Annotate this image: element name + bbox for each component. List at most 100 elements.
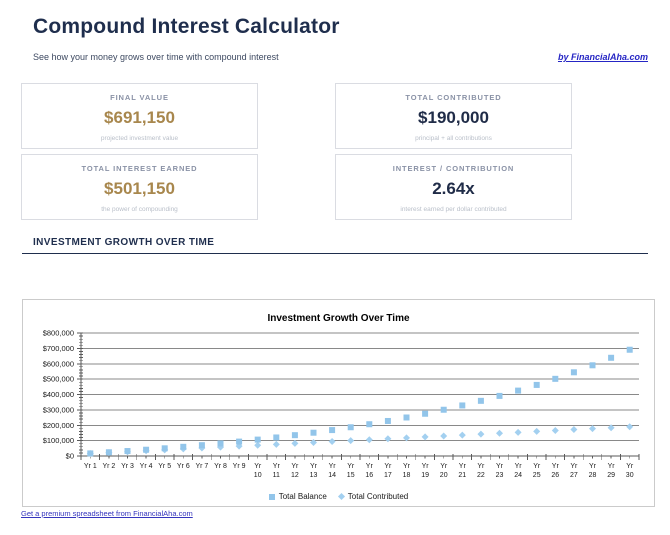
data-point	[384, 417, 391, 424]
svg-text:18: 18	[403, 472, 411, 479]
svg-text:Yr: Yr	[291, 463, 299, 470]
svg-text:$200,000: $200,000	[43, 421, 74, 430]
card-interest-contribution-ratio: INTEREST / CONTRIBUTION 2.64x interest e…	[335, 154, 572, 220]
data-point	[403, 414, 410, 421]
card-value: $691,150	[104, 108, 175, 127]
total-contributed-marker-icon	[337, 492, 345, 501]
svg-text:Yr: Yr	[273, 463, 281, 470]
card-value: 2.64x	[432, 179, 475, 198]
card-total-interest-earned: TOTAL INTEREST EARNED $501,150 the power…	[21, 154, 258, 220]
data-point	[422, 410, 429, 417]
legend-label: Total Balance	[278, 492, 327, 501]
data-point	[477, 397, 484, 404]
svg-text:14: 14	[328, 472, 336, 479]
data-point	[551, 426, 559, 434]
data-point	[347, 437, 355, 445]
svg-text:$0: $0	[66, 452, 74, 461]
svg-text:$500,000: $500,000	[43, 375, 74, 384]
data-point	[365, 436, 373, 444]
total-balance-marker-icon	[268, 493, 275, 500]
legend-item-total-contributed: Total Contributed	[337, 492, 409, 501]
svg-text:Yr: Yr	[626, 463, 634, 470]
svg-text:19: 19	[421, 472, 429, 479]
data-point	[514, 428, 522, 436]
data-point	[421, 433, 429, 441]
svg-text:Yr: Yr	[366, 463, 374, 470]
card-label: FINAL VALUE	[110, 93, 169, 102]
data-point	[198, 442, 205, 449]
data-point	[272, 440, 280, 448]
svg-text:13: 13	[310, 472, 318, 479]
data-point	[310, 429, 317, 436]
data-point	[570, 369, 577, 376]
data-point	[180, 443, 187, 450]
svg-text:30: 30	[626, 472, 634, 479]
svg-text:Yr: Yr	[477, 463, 485, 470]
data-point	[533, 381, 540, 388]
page-subtitle: See how your money grows over time with …	[33, 52, 279, 62]
svg-text:Yr 9: Yr 9	[233, 463, 246, 470]
svg-text:29: 29	[607, 472, 615, 479]
svg-text:Yr 1: Yr 1	[84, 463, 97, 470]
data-point	[236, 438, 243, 445]
data-point	[105, 449, 112, 456]
data-point	[87, 450, 94, 457]
summary-cards: FINAL VALUE $691,150 projected investmen…	[21, 83, 572, 220]
data-point	[626, 346, 633, 353]
svg-text:21: 21	[458, 472, 466, 479]
data-point	[552, 375, 559, 382]
svg-text:Yr: Yr	[329, 463, 337, 470]
data-point	[291, 432, 298, 439]
legend-label: Total Contributed	[347, 492, 409, 501]
data-point	[477, 430, 485, 438]
svg-text:$600,000: $600,000	[43, 359, 74, 368]
legend-item-total-balance: Total Balance	[268, 492, 327, 501]
svg-text:$100,000: $100,000	[43, 436, 74, 445]
svg-text:26: 26	[551, 472, 559, 479]
data-point	[124, 448, 131, 455]
svg-text:$400,000: $400,000	[43, 390, 74, 399]
page-title: Compound Interest Calculator	[33, 15, 340, 38]
data-point	[403, 434, 410, 442]
svg-text:12: 12	[291, 472, 299, 479]
svg-text:22: 22	[477, 472, 485, 479]
data-point	[626, 423, 634, 431]
byline-link[interactable]: by FinancialAha.com	[557, 52, 648, 62]
footer-premium-link[interactable]: Get a premium spreadsheet from Financial…	[21, 509, 193, 518]
data-point	[459, 402, 466, 409]
svg-text:Yr: Yr	[440, 463, 448, 470]
svg-text:Yr: Yr	[552, 463, 560, 470]
card-caption: the power of compounding	[101, 206, 178, 213]
svg-text:27: 27	[570, 472, 578, 479]
svg-text:25: 25	[533, 472, 541, 479]
svg-text:Yr: Yr	[608, 463, 616, 470]
data-point	[458, 431, 466, 439]
svg-text:Yr: Yr	[403, 463, 411, 470]
svg-text:20: 20	[440, 472, 448, 479]
investment-growth-chart: $0 $100,000 $200,000 $300,000 $400,000 $500,0…	[22, 299, 655, 507]
svg-text:Yr 4: Yr 4	[140, 463, 153, 470]
svg-text:28: 28	[589, 472, 597, 479]
svg-text:Yr 3: Yr 3	[121, 463, 134, 470]
data-point	[496, 392, 503, 399]
svg-text:$800,000: $800,000	[43, 329, 74, 338]
svg-text:$300,000: $300,000	[43, 405, 74, 414]
svg-text:Yr: Yr	[384, 463, 392, 470]
svg-text:Yr 6: Yr 6	[177, 463, 190, 470]
svg-text:Yr 7: Yr 7	[195, 463, 208, 470]
svg-text:Yr: Yr	[589, 463, 597, 470]
svg-text:Yr: Yr	[496, 463, 504, 470]
svg-text:$700,000: $700,000	[43, 344, 74, 353]
data-point	[254, 441, 262, 449]
data-point	[310, 438, 317, 446]
card-label: TOTAL INTEREST EARNED	[81, 164, 198, 173]
data-point	[217, 440, 224, 447]
data-point	[273, 434, 280, 441]
svg-text:Yr: Yr	[347, 463, 355, 470]
series-total-balance	[87, 346, 633, 457]
data-point	[608, 354, 615, 361]
svg-text:Yr: Yr	[533, 463, 541, 470]
chart-legend: Total Balance Total Contributed	[23, 492, 654, 501]
svg-text:Yr: Yr	[459, 463, 467, 470]
card-final-value: FINAL VALUE $691,150 projected investmen…	[21, 83, 258, 149]
